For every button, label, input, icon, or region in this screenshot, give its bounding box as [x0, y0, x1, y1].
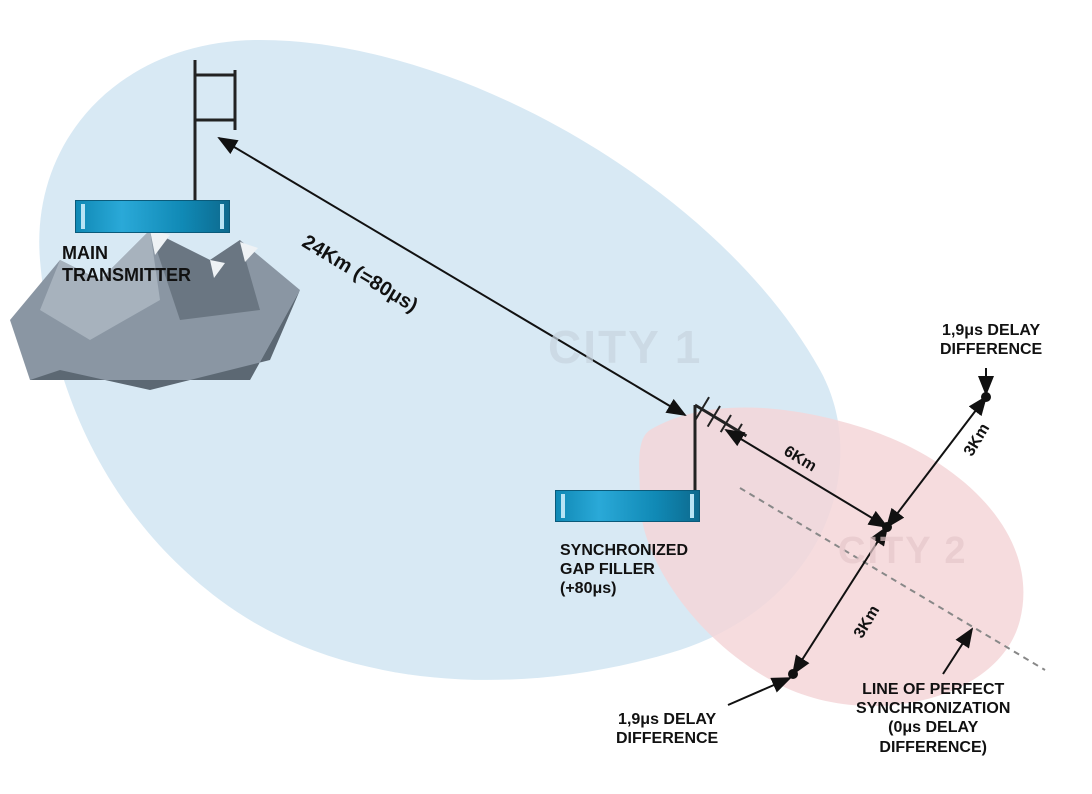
city1-watermark: CITY 1: [548, 320, 702, 374]
delay-diff-bottom-label: 1,9μs DELAYDIFFERENCE: [616, 710, 718, 748]
perfect-sync-label: LINE OF PERFECTSYNCHRONIZATION(0μs DELAY…: [856, 680, 1010, 757]
gap-filler-equipment: [555, 490, 700, 522]
main-transmitter-equipment: [75, 200, 230, 233]
main-transmitter-label: MAINTRANSMITTER: [62, 243, 191, 286]
pointer-arrow-bottom: [728, 678, 790, 705]
delay-diff-top-label: 1,9μs DELAYDIFFERENCE: [940, 321, 1042, 359]
diagram-canvas: [0, 0, 1092, 794]
city2-watermark: CITY 2: [838, 530, 968, 573]
gap-filler-label: SYNCHRONIZEDGAP FILLER(+80μs): [560, 541, 688, 599]
